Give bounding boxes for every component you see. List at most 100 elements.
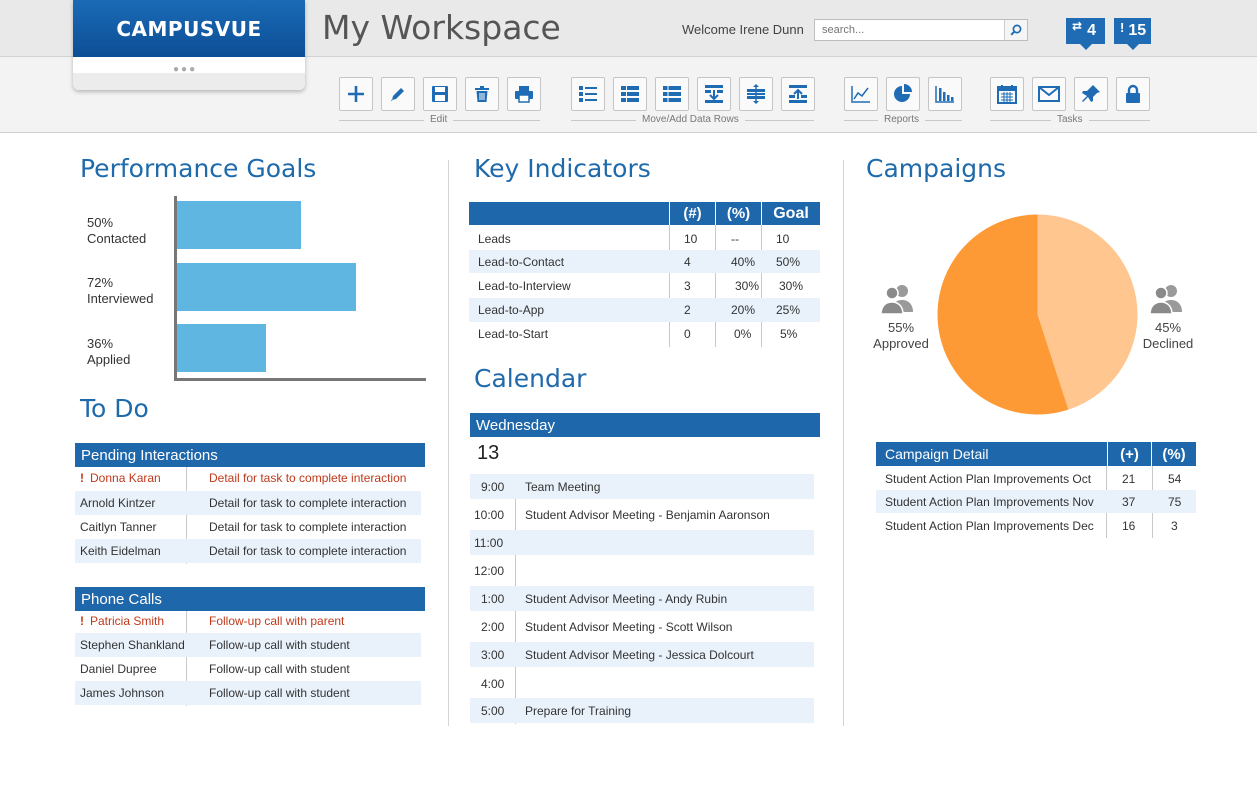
pending-detail: Detail for task to complete interaction (209, 544, 407, 558)
pending-row[interactable]: Caitlyn Tanner Detail for task to comple… (75, 515, 421, 539)
logo-card[interactable]: CAMPUSVUE ●●● (73, 0, 305, 90)
calendar-icon (997, 85, 1017, 104)
line-chart-icon (851, 86, 870, 103)
col-campaign: Campaign Detail (885, 446, 989, 462)
goal-bar-contacted (177, 201, 301, 249)
search-input[interactable] (815, 20, 1005, 40)
messages-badge[interactable]: ⇄ 4 (1066, 18, 1105, 50)
declined-label: Declined (1142, 336, 1194, 351)
ki-row: Lead-to-Start 0 0% 5% (469, 322, 820, 346)
calendar-task-button[interactable] (990, 77, 1024, 111)
key-indicators-header: (#) (%) Goal (469, 202, 820, 225)
campaign-row[interactable]: Student Action Plan Improvements Nov 37 … (876, 490, 1196, 513)
delete-button[interactable] (465, 77, 499, 111)
calendar-slot[interactable]: 10:00 Student Advisor Meeting - Benjamin… (470, 502, 814, 527)
list-import-icon (705, 85, 723, 103)
ellipsis-icon[interactable]: ●●● (173, 64, 198, 75)
todo-title: To Do (80, 394, 149, 423)
calendar-slot[interactable]: 2:00 Student Advisor Meeting - Scott Wil… (470, 614, 814, 639)
call-detail: Follow-up call with student (209, 686, 350, 700)
pie-chart-report-button[interactable] (886, 77, 920, 111)
calendar-slot[interactable]: 11:00 (470, 530, 814, 555)
swap-arrows-icon: ⇄ (1072, 19, 1083, 33)
call-row[interactable]: ! Patricia Smith Follow-up call with pare… (75, 610, 421, 632)
declined-legend: 45% Declined (1136, 320, 1200, 352)
slot-time: 12:00 (474, 563, 505, 578)
campaign-plus: 21 (1122, 472, 1136, 486)
pending-row[interactable]: Arnold Kintzer Detail for task to comple… (75, 491, 421, 515)
list-move-button[interactable] (739, 77, 773, 111)
users-icon (1149, 285, 1182, 315)
alerts-badge[interactable]: ! 15 (1114, 18, 1151, 50)
print-button[interactable] (507, 77, 541, 111)
bar-chart-icon (935, 86, 954, 103)
welcome-text: Welcome Irene Dunn (682, 22, 804, 37)
goal-pct: 36% (87, 336, 114, 351)
list-import-button[interactable] (697, 77, 731, 111)
col-goal: Goal (761, 202, 820, 225)
ki-name: Lead-to-Start (478, 327, 549, 341)
campaign-percent: 3 (1171, 519, 1178, 533)
list-check-button[interactable] (613, 77, 647, 111)
campaign-percent: 75 (1168, 494, 1182, 509)
urgent-icon: ! (80, 614, 84, 628)
calendar-slot[interactable]: 9:00 Team Meeting (470, 474, 814, 499)
ki-goal: 30% (779, 279, 804, 293)
pie-chart-icon (894, 84, 912, 102)
call-row[interactable]: James Johnson Follow-up call with studen… (75, 681, 421, 705)
campaigns-pie-chart (937, 214, 1138, 415)
search-icon (1010, 24, 1022, 36)
ki-row: Lead-to-App 2 20% 25% (469, 298, 820, 322)
calendar-slot[interactable]: 5:00 Prepare for Training (470, 698, 814, 723)
search-button[interactable] (1004, 20, 1027, 40)
edit-button[interactable] (381, 77, 415, 111)
slot-event: Team Meeting (525, 479, 601, 494)
calendar-slot[interactable]: 4:00 (470, 671, 814, 696)
campaigns-title: Campaigns (866, 154, 1007, 183)
list-rows-button[interactable] (655, 77, 689, 111)
list-add-button[interactable] (571, 77, 605, 111)
ki-name: Lead-to-Interview (478, 279, 571, 293)
slot-event: Prepare for Training (525, 703, 632, 718)
ki-row: Leads 10 -- 10 (469, 228, 820, 250)
calendar-slot[interactable]: 1:00 Student Advisor Meeting - Andy Rubi… (470, 586, 814, 611)
call-row[interactable]: Daniel Dupree Follow-up call with studen… (75, 657, 421, 681)
alerts-count: 15 (1128, 22, 1147, 39)
pending-detail: Detail for task to complete interaction (209, 496, 407, 510)
bar-chart-report-button[interactable] (928, 77, 962, 111)
approved-label: Approved (873, 336, 929, 351)
campusvue-logo: CAMPUSVUE (116, 16, 262, 41)
lock-task-button[interactable] (1116, 77, 1150, 111)
add-button[interactable] (339, 77, 373, 111)
calendar-slot[interactable]: 12:00 (470, 558, 814, 583)
campaign-name: Student Action Plan Improvements Oct (885, 472, 1092, 486)
list-export-button[interactable] (781, 77, 815, 111)
pin-task-button[interactable] (1074, 77, 1108, 111)
save-button[interactable] (423, 77, 457, 111)
goal-chart-x-axis (174, 378, 426, 381)
mail-task-button[interactable] (1032, 77, 1066, 111)
pending-row[interactable]: ! Donna Karan Detail for task to complete… (75, 467, 421, 489)
calendar-slot[interactable]: 3:00 Student Advisor Meeting - Jessica D… (470, 642, 814, 667)
ki-name: Lead-to-App (478, 303, 545, 317)
pending-column-divider (186, 467, 187, 564)
campaign-plus: 37 (1122, 494, 1136, 509)
ki-name: Leads (478, 232, 511, 246)
slot-event: Student Advisor Meeting - Benjamin Aaron… (525, 507, 770, 522)
pending-row[interactable]: Keith Eidelman Detail for task to comple… (75, 539, 421, 563)
goal-pct: 50% (87, 215, 114, 230)
campaign-row[interactable]: Student Action Plan Improvements Oct 21 … (876, 467, 1196, 491)
reports-group-label: Reports (878, 114, 926, 125)
line-chart-report-button[interactable] (844, 77, 878, 111)
tasks-group-label: Tasks (1051, 114, 1089, 125)
ki-goal: 10 (776, 232, 790, 246)
messages-count: 4 (1087, 22, 1096, 39)
call-detail: Follow-up call with student (209, 662, 350, 676)
col-plus: (+) (1107, 442, 1151, 466)
col-count: (#) (669, 202, 715, 225)
ki-divider (669, 225, 670, 347)
call-row[interactable]: Stephen Shankland Follow-up call with st… (75, 633, 421, 657)
slot-event: Student Advisor Meeting - Scott Wilson (525, 619, 733, 634)
approved-legend: 55% Approved (868, 320, 934, 352)
campaign-row[interactable]: Student Action Plan Improvements Dec 16 … (876, 514, 1196, 538)
